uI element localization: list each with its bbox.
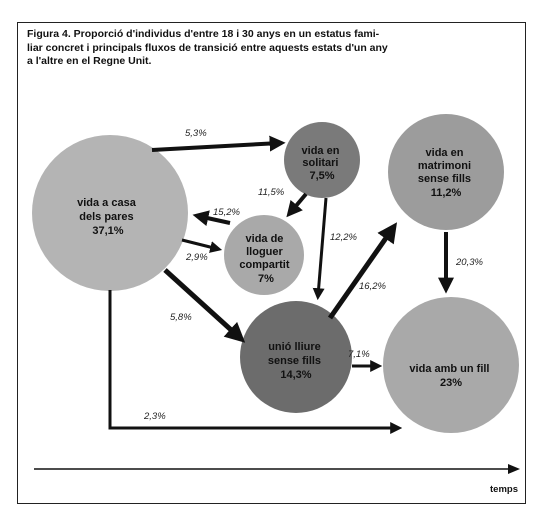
caption-line: a l'altre en el Regne Unit. [27,55,152,67]
flow-shared-home-arrow [192,210,231,227]
node-label-solo: vida en solitari 7,5% [302,145,343,182]
flow-label-home-cohab: 5,8% [170,312,192,323]
node-label-married: vida en matrimoni sense fills 11,2% [418,147,474,199]
flow-home-solo-arrow [151,135,286,152]
flow-home-shared-arrow [181,238,223,253]
node-label-cohab: unió lliure sense fills 14,3% [268,341,324,381]
flow-label-home-shared: 2,9% [185,252,208,263]
flow-label-married-child: 20,3% [455,257,483,268]
flow-label-cohab-married: 16,2% [359,281,386,292]
time-axis-label: temps [490,484,518,495]
node-label-shared: vida de lloguer compartit 7% [239,233,292,285]
flow-label-solo-shared: 11,5% [258,187,285,198]
node-solo [284,122,360,198]
node-home [32,135,188,291]
flow-label-shared-home: 15,2% [213,207,240,218]
node-label-child: vida amb un fill 23% [409,363,492,389]
flow-home-child-arrow [108,290,403,434]
flow-home-cohab-arrow [163,268,246,343]
caption-line: Figura 4. Proporció d'individus d'entre … [27,28,380,40]
flow-solo-cohab-arrow [312,197,328,301]
flow-label-home-child: 2,3% [143,411,166,422]
time-axis-arrowhead [508,464,520,474]
figure-caption: Figura 4. Proporció d'individus d'entre … [27,28,517,69]
flow-solo-shared-arrow [286,192,308,218]
node-label-home: vida a casa dels pares 37,1% [77,197,139,237]
flow-label-cohab-child: 7,1% [348,349,370,360]
flow-label-solo-cohab: 12,2% [330,232,357,243]
node-shared [224,215,304,295]
node-cohab [240,301,352,413]
node-child [383,297,519,433]
flow-cohab-married-arrow [327,222,398,320]
caption-line: liar concret i principals fluxos de tran… [27,41,388,54]
node-married [388,114,504,230]
flow-label-home-solo: 5,3% [185,128,207,139]
